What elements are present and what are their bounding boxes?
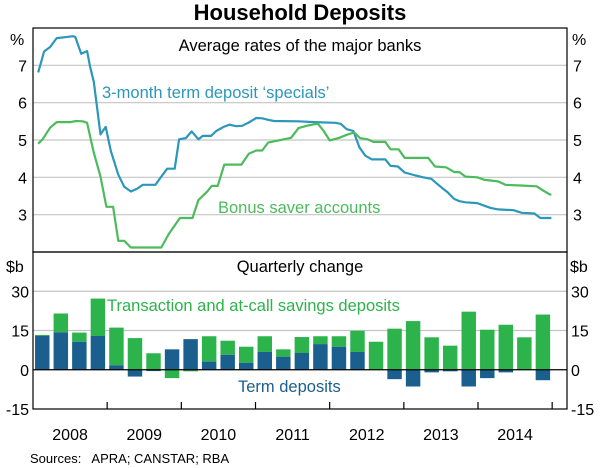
bar-term — [127, 369, 143, 377]
bar-term — [535, 369, 551, 381]
bar-term — [257, 351, 273, 370]
y-tick-label-right: 3 — [573, 208, 582, 225]
sources-note: Sources: APRA; CANSTAR; RBA — [30, 451, 229, 466]
bar-transaction — [35, 334, 50, 336]
bar-transaction — [238, 346, 254, 363]
bar-term — [109, 365, 124, 370]
bar-term — [276, 356, 291, 370]
x-tick-label: 2010 — [201, 427, 237, 444]
label-term-deposits: Term deposits — [238, 378, 341, 396]
bar-term — [442, 369, 458, 372]
gridlines — [33, 64, 567, 332]
y-tick-label-left: 5 — [18, 133, 27, 150]
top-unit-left: % — [10, 32, 24, 49]
y-tick-label-right: -15 — [571, 402, 594, 419]
bar-transaction — [146, 353, 161, 370]
bottom-panel-title: Quarterly change — [237, 258, 364, 276]
line-term-deposit-specials — [37, 35, 552, 220]
y-tick-label-right: 30 — [571, 284, 589, 301]
bar-transaction — [72, 332, 87, 342]
bar-term — [405, 369, 421, 387]
bar-transaction — [442, 345, 458, 370]
bar-transaction — [405, 321, 421, 370]
label-bonus-saver: Bonus saver accounts — [218, 199, 380, 217]
bar-term — [90, 335, 106, 370]
x-tick-label: 2009 — [126, 427, 162, 444]
axes: 3 3 4 4 5 5 6 6 7 7 -15 -15 0 0 15 15 30 30 2008 2009 2010 20… — [6, 27, 594, 444]
bar-transaction — [183, 369, 198, 372]
bar-term — [72, 341, 87, 370]
bar-transaction — [331, 336, 347, 347]
y-tick-label-left: 3 — [18, 208, 27, 225]
bar-term — [164, 349, 180, 370]
top-unit-right: % — [572, 32, 586, 49]
y-tick-label-right: 6 — [573, 96, 582, 113]
bar-transaction — [53, 313, 69, 333]
bar-term — [238, 362, 254, 370]
bar-transaction — [109, 327, 124, 366]
bar-term — [350, 351, 365, 370]
lines — [37, 35, 552, 249]
y-tick-label-left: 15 — [11, 324, 29, 341]
bar-transaction — [350, 330, 365, 352]
bottom-panel-frame — [32, 251, 568, 410]
y-tick-label-left: -15 — [6, 402, 29, 419]
bar-transaction — [535, 314, 551, 370]
x-tick-label: 2014 — [497, 427, 533, 444]
bar-transaction — [517, 337, 532, 370]
bar-transaction — [90, 298, 106, 336]
bar-term — [480, 369, 495, 379]
bar-transaction — [368, 341, 384, 370]
bar-transaction — [201, 336, 217, 362]
y-tick-label-right: 4 — [573, 170, 582, 187]
bottom-unit-left: $b — [6, 259, 24, 276]
y-tick-label-left: 6 — [18, 96, 27, 113]
bar-transaction — [480, 329, 495, 370]
bar-transaction — [387, 328, 402, 370]
bar-transaction — [424, 337, 439, 370]
y-tick-label-right: 5 — [573, 133, 582, 150]
x-tick-label: 2013 — [423, 427, 459, 444]
bar-term — [35, 335, 50, 370]
bar-term — [424, 369, 439, 373]
bar-term — [461, 369, 476, 387]
bar-transaction — [461, 311, 476, 370]
y-tick-label-right: 7 — [573, 58, 582, 75]
bar-transaction — [220, 340, 235, 355]
bar-term — [53, 332, 69, 370]
bar-transaction — [257, 336, 273, 352]
chart-title: Household Deposits — [194, 0, 407, 25]
x-tick-label: 2011 — [275, 427, 310, 444]
bar-term — [183, 339, 198, 370]
bar-term — [387, 369, 402, 380]
bottom-unit-right: $b — [570, 259, 588, 276]
bar-transaction — [294, 337, 310, 354]
bar-transaction — [164, 369, 180, 379]
x-tick-label: 2012 — [349, 427, 385, 444]
y-tick-label-left: 30 — [11, 284, 29, 301]
bar-transaction — [313, 336, 328, 345]
bar-term — [220, 354, 235, 370]
y-tick-label-left: 4 — [18, 170, 27, 187]
y-tick-label-right: 15 — [571, 324, 589, 341]
label-term-deposit-specials: 3-month term deposit ‘specials’ — [102, 84, 329, 102]
bar-transaction — [498, 324, 514, 370]
bar-term — [498, 369, 514, 373]
line-bonus-saver — [37, 119, 552, 249]
x-tick-label: 2008 — [52, 427, 88, 444]
top-panel-title: Average rates of the major banks — [179, 37, 422, 55]
bar-term — [146, 369, 161, 372]
label-transaction-deposits: Transaction and at-call savings deposits — [107, 297, 400, 315]
y-tick-label-left: 0 — [20, 363, 29, 380]
bar-term — [331, 346, 347, 370]
bar-transaction — [127, 338, 143, 370]
bars — [35, 298, 551, 387]
bar-term — [313, 344, 328, 370]
bar-term — [294, 353, 310, 370]
y-tick-label-right: 0 — [571, 363, 580, 380]
bar-term — [201, 361, 217, 370]
bar-transaction — [276, 349, 291, 357]
y-tick-label-left: 7 — [18, 58, 27, 75]
